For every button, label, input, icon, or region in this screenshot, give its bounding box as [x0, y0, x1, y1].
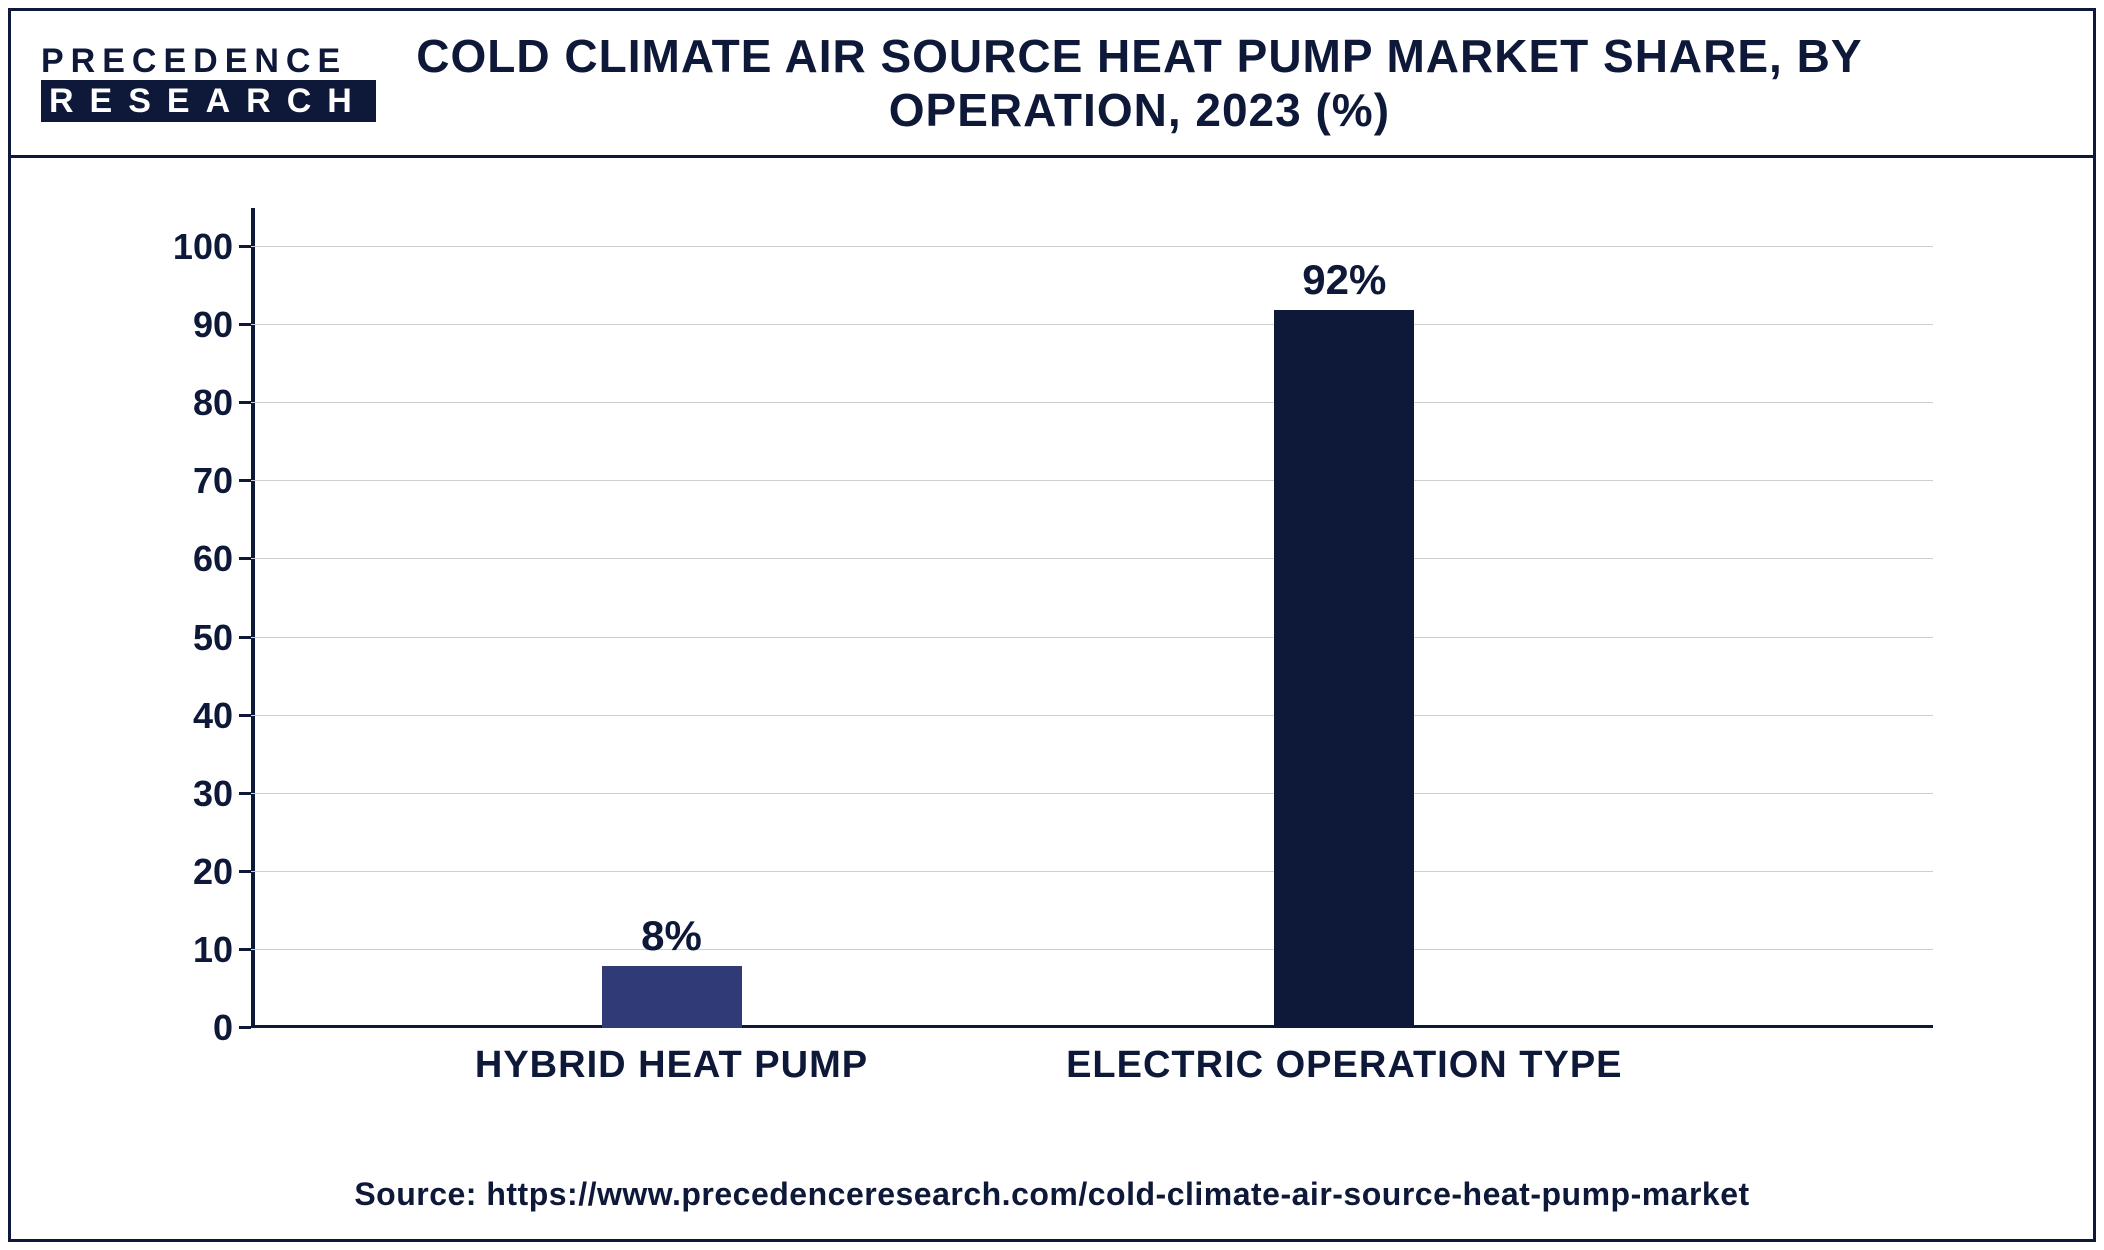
y-tick-mark — [239, 714, 251, 717]
y-tick-mark — [239, 323, 251, 326]
header: PRECEDENCE RESEARCH COLD CLIMATE AIR SOU… — [11, 11, 2093, 158]
bar-value-label: 92% — [1302, 256, 1386, 310]
y-tick-mark — [239, 401, 251, 404]
grid-line — [251, 871, 1933, 872]
grid-line — [251, 793, 1933, 794]
y-tick-mark — [239, 792, 251, 795]
y-tick-mark — [239, 636, 251, 639]
logo-bottom-text: RESEARCH — [41, 80, 376, 122]
bar: 92% — [1274, 310, 1414, 1028]
category-label: HYBRID HEAT PUMP — [475, 1028, 868, 1087]
grid-line — [251, 324, 1933, 325]
chart-area: 01020304050607080901008%HYBRID HEAT PUMP… — [11, 158, 2093, 1162]
grid-line — [251, 558, 1933, 559]
plot-area: 01020304050607080901008%HYBRID HEAT PUMP… — [251, 208, 1933, 1028]
y-axis — [251, 208, 255, 1028]
logo: PRECEDENCE RESEARCH — [41, 44, 376, 122]
y-tick-mark — [239, 245, 251, 248]
chart-title: COLD CLIMATE AIR SOURCE HEAT PUMP MARKET… — [416, 29, 2063, 137]
y-tick-mark — [239, 948, 251, 951]
y-tick-mark — [239, 1026, 251, 1029]
logo-top-text: PRECEDENCE — [41, 44, 376, 78]
grid-line — [251, 246, 1933, 247]
y-tick-mark — [239, 870, 251, 873]
chart-container: PRECEDENCE RESEARCH COLD CLIMATE AIR SOU… — [8, 8, 2096, 1242]
bar: 8% — [602, 966, 742, 1028]
category-label: ELECTRIC OPERATION TYPE — [1066, 1028, 1622, 1087]
grid-line — [251, 715, 1933, 716]
grid-line — [251, 637, 1933, 638]
grid-line — [251, 402, 1933, 403]
grid-line — [251, 480, 1933, 481]
grid-line — [251, 949, 1933, 950]
y-tick-mark — [239, 479, 251, 482]
y-tick-mark — [239, 557, 251, 560]
source-text: Source: https://www.precedenceresearch.c… — [11, 1162, 2093, 1239]
bar-value-label: 8% — [641, 912, 702, 966]
